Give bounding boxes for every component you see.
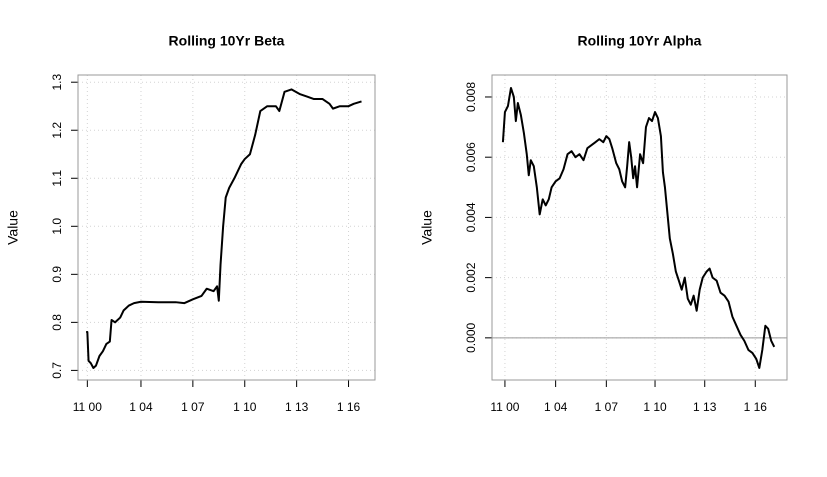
y-tick-label: 0.002: [464, 262, 478, 292]
y-axis-label: Value: [5, 210, 21, 245]
plot-frame: [77, 74, 376, 381]
y-tick-label: 0.9: [50, 266, 64, 283]
x-tick-label: 1 10: [643, 400, 667, 414]
y-tick-label: 0.004: [464, 202, 478, 232]
y-tick-label: 0.000: [464, 323, 478, 353]
x-tick-label: 1 16: [337, 400, 361, 414]
chart-title: Rolling 10Yr Alpha: [578, 33, 702, 49]
x-tick-label: 1 04: [129, 400, 153, 414]
x-tick-label: 1 07: [595, 400, 619, 414]
x-tick-label: 1 16: [744, 400, 768, 414]
data-line: [86, 88, 362, 369]
y-tick-label: 1.2: [50, 122, 64, 139]
x-tick-label: 1 04: [544, 400, 568, 414]
y-tick-label: 0.008: [464, 82, 478, 112]
data-line: [501, 86, 776, 369]
x-tick-label: 1 13: [285, 400, 309, 414]
x-tick-label: 1 13: [693, 400, 717, 414]
y-axis-label: Value: [419, 210, 435, 245]
y-tick-label: 1.0: [50, 218, 64, 235]
chart-title: Rolling 10Yr Beta: [169, 33, 285, 49]
x-tick-label: 11 00: [490, 400, 519, 414]
y-tick-label: 1.1: [50, 170, 64, 187]
y-tick-label: 0.7: [50, 362, 64, 379]
x-tick-label: 11 00: [73, 400, 102, 414]
plot-frame: [491, 74, 788, 381]
y-tick-label: 0.8: [50, 314, 64, 331]
x-tick-label: 1 07: [181, 400, 205, 414]
y-tick-label: 0.006: [464, 142, 478, 172]
y-tick-label: 1.3: [50, 74, 64, 91]
x-tick-label: 1 10: [233, 400, 257, 414]
